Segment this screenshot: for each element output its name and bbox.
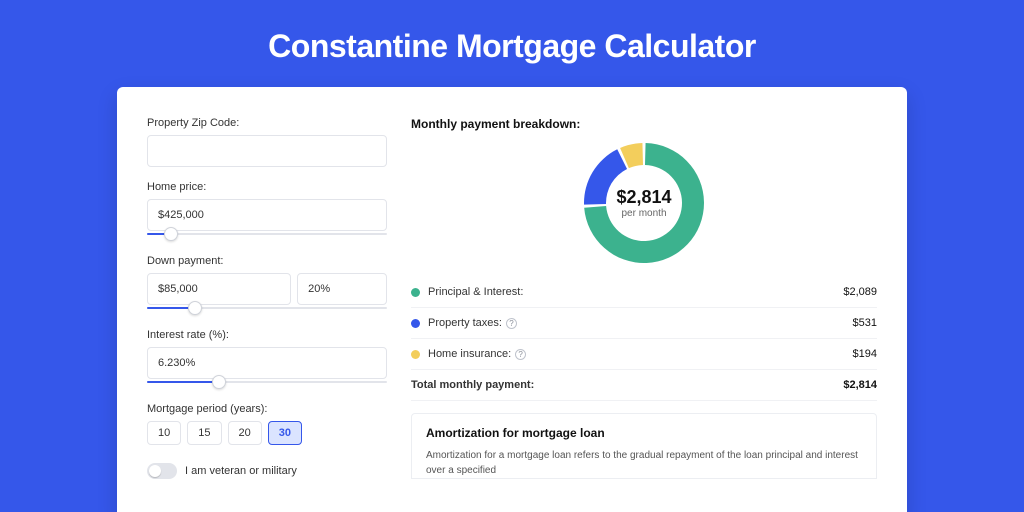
breakdown-title: Monthly payment breakdown: (411, 117, 877, 131)
mortgage-period-label: Mortgage period (years): (147, 403, 387, 415)
help-icon[interactable]: ? (506, 318, 517, 329)
interest-rate-label: Interest rate (%): (147, 329, 387, 341)
legend-value: $2,089 (843, 286, 877, 298)
zip-label: Property Zip Code: (147, 117, 387, 129)
period-btn-10[interactable]: 10 (147, 421, 181, 445)
legend-dot (411, 350, 420, 359)
amortization-text: Amortization for a mortgage loan refers … (426, 448, 862, 478)
slider-track (147, 233, 387, 235)
legend-row-taxes: Property taxes: ? $531 (411, 308, 877, 339)
legend-dot (411, 288, 420, 297)
legend-row-insurance: Home insurance: ? $194 (411, 339, 877, 370)
veteran-toggle[interactable] (147, 463, 177, 479)
legend-label: Property taxes: ? (428, 317, 853, 329)
inputs-column: Property Zip Code: Home price: Down paym… (147, 117, 387, 512)
period-btn-30[interactable]: 30 (268, 421, 302, 445)
toggle-knob (149, 465, 161, 477)
donut-chart: $2,814 per month (584, 143, 704, 263)
veteran-toggle-row: I am veteran or military (147, 463, 387, 479)
donut-chart-wrap: $2,814 per month (411, 143, 877, 263)
slider-knob[interactable] (188, 301, 202, 315)
period-btn-20[interactable]: 20 (228, 421, 262, 445)
interest-rate-slider[interactable] (147, 375, 387, 389)
legend-value: $531 (853, 317, 877, 329)
legend-row-total: Total monthly payment: $2,814 (411, 370, 877, 401)
slider-fill (147, 381, 219, 383)
donut-amount: $2,814 (616, 187, 671, 208)
home-price-field: Home price: (147, 181, 387, 241)
slider-knob[interactable] (212, 375, 226, 389)
amortization-section: Amortization for mortgage loan Amortizat… (411, 413, 877, 479)
amortization-title: Amortization for mortgage loan (426, 426, 862, 440)
legend-value: $194 (853, 348, 877, 360)
help-icon[interactable]: ? (515, 349, 526, 360)
legend-total-label: Total monthly payment: (411, 379, 843, 391)
donut-center: $2,814 per month (584, 143, 704, 263)
page-title: Constantine Mortgage Calculator (0, 0, 1024, 87)
down-payment-field: Down payment: (147, 255, 387, 315)
mortgage-period-field: Mortgage period (years): 10 15 20 30 (147, 403, 387, 445)
legend-total-value: $2,814 (843, 379, 877, 391)
period-btn-15[interactable]: 15 (187, 421, 221, 445)
zip-input[interactable] (147, 135, 387, 167)
calculator-card: Property Zip Code: Home price: Down paym… (117, 87, 907, 512)
period-button-group: 10 15 20 30 (147, 421, 387, 445)
donut-sub: per month (621, 208, 666, 219)
breakdown-column: Monthly payment breakdown: $2,814 per mo… (411, 117, 877, 512)
zip-field: Property Zip Code: (147, 117, 387, 167)
legend-label: Principal & Interest: (428, 286, 843, 298)
down-payment-label: Down payment: (147, 255, 387, 267)
down-payment-slider[interactable] (147, 301, 387, 315)
legend-row-principal: Principal & Interest: $2,089 (411, 277, 877, 308)
veteran-label: I am veteran or military (185, 465, 297, 477)
legend-label: Home insurance: ? (428, 348, 853, 360)
legend-dot (411, 319, 420, 328)
home-price-label: Home price: (147, 181, 387, 193)
home-price-slider[interactable] (147, 227, 387, 241)
slider-knob[interactable] (164, 227, 178, 241)
interest-rate-field: Interest rate (%): (147, 329, 387, 389)
